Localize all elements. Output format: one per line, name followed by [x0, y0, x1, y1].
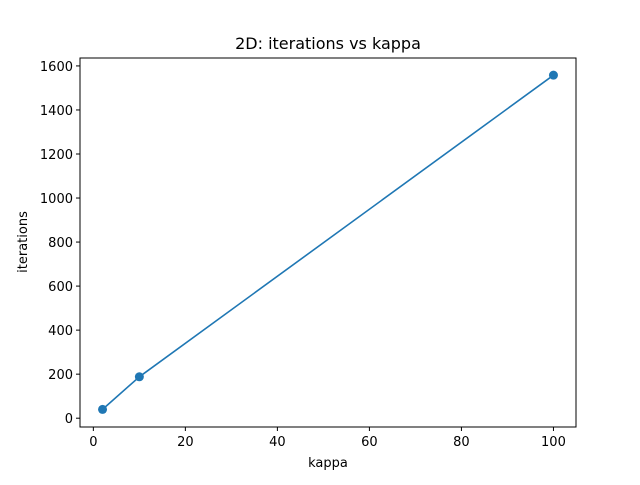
y-axis-ticks: 0 200 400 600 800 1000 1200 1400 1600	[40, 60, 80, 427]
y-tick-label: 200	[48, 368, 73, 383]
x-tick-label: 40	[269, 435, 286, 450]
y-tick-label: 1000	[40, 192, 73, 207]
data-point	[98, 404, 108, 414]
series-group	[98, 70, 558, 414]
y-tick-label: 1400	[40, 104, 73, 119]
x-axis-ticks: 0 20 40 60 80 100	[89, 427, 566, 450]
y-tick-label: 0	[65, 412, 73, 427]
x-tick-label: 60	[361, 435, 378, 450]
chart-title: 2D: iterations vs kappa	[235, 34, 421, 53]
x-tick-label: 80	[453, 435, 470, 450]
y-tick-label: 1200	[40, 148, 73, 163]
y-axis-label: iterations	[16, 211, 31, 273]
y-tick-label: 600	[48, 280, 73, 295]
x-tick-label: 100	[541, 435, 566, 450]
data-point	[134, 372, 144, 382]
x-axis-label: kappa	[308, 456, 348, 471]
y-tick-label: 400	[48, 324, 73, 339]
x-tick-label: 0	[89, 435, 97, 450]
y-tick-label: 800	[48, 236, 73, 251]
data-point	[548, 70, 558, 80]
y-tick-label: 1600	[40, 60, 73, 75]
x-tick-label: 20	[177, 435, 194, 450]
